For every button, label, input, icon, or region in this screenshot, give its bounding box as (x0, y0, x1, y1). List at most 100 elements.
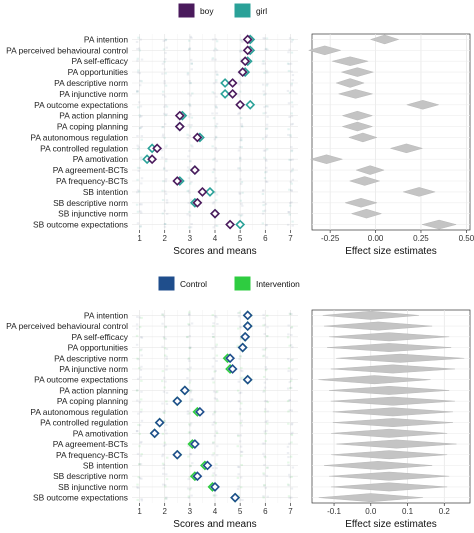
raw-score-point (264, 158, 268, 161)
raw-score-point (215, 316, 218, 319)
raw-score-point (136, 452, 140, 455)
raw-score-point (287, 461, 290, 464)
raw-score-point (262, 473, 266, 476)
raw-score-point (286, 336, 290, 339)
raw-score-point (140, 177, 144, 180)
raw-score-point (138, 477, 142, 480)
raw-score-point (189, 160, 192, 163)
category-label: PA amotivation (73, 154, 129, 164)
raw-score-point (139, 210, 142, 213)
raw-score-point (137, 47, 141, 50)
raw-score-point (215, 70, 218, 73)
raw-score-point (288, 381, 292, 384)
raw-score-point (190, 223, 193, 226)
raw-score-point (262, 324, 265, 327)
x-tick-label: 2 (162, 234, 167, 243)
raw-score-point (164, 354, 167, 357)
raw-score-point (214, 47, 217, 50)
raw-score-point (191, 145, 194, 148)
raw-score-point (212, 322, 215, 325)
raw-score-point (164, 497, 167, 500)
raw-score-point (140, 365, 143, 368)
raw-score-point (213, 397, 217, 400)
raw-score-point (188, 430, 192, 433)
legend-label-boy: boy (200, 6, 214, 16)
raw-score-point (164, 39, 167, 42)
raw-score-point (165, 212, 169, 215)
raw-score-point (239, 434, 243, 437)
raw-score-point (212, 441, 215, 444)
raw-score-point (215, 432, 219, 435)
score-panel-0 (132, 34, 298, 233)
raw-score-point (189, 391, 192, 394)
raw-score-point (140, 440, 143, 443)
raw-score-point (240, 337, 243, 340)
raw-score-point (136, 148, 140, 151)
raw-score-point (190, 398, 193, 401)
effect-estimate-shape (341, 110, 374, 121)
mean-marker-boy (227, 78, 238, 88)
mean-marker-control (202, 460, 213, 471)
category-label: PA self-efficacy (72, 56, 129, 66)
raw-score-point (288, 399, 291, 402)
raw-score-point (165, 368, 168, 371)
x-tick-label: 1 (137, 234, 142, 243)
category-label: PA injunctive norm (59, 364, 128, 374)
raw-score-point (263, 455, 266, 458)
raw-score-point (290, 434, 294, 437)
raw-score-point (236, 434, 240, 437)
raw-score-point (140, 379, 143, 382)
raw-score-point (211, 332, 215, 335)
raw-score-point (164, 429, 167, 432)
raw-score-point (140, 211, 143, 214)
effect-estimate-shape (340, 67, 375, 77)
raw-score-point (291, 74, 295, 77)
x-tick-label: 0.2 (439, 507, 451, 516)
raw-score-point (138, 190, 141, 193)
raw-score-point (216, 323, 219, 326)
raw-score-point (265, 148, 269, 151)
raw-score-point (265, 400, 269, 403)
mean-marker-boy (197, 186, 208, 197)
raw-score-point (140, 336, 144, 339)
raw-score-point (135, 40, 139, 43)
raw-score-point (164, 326, 168, 329)
raw-score-point (288, 188, 291, 191)
raw-score-point (263, 484, 266, 487)
category-label: PA action planning (59, 385, 128, 395)
raw-score-point (140, 203, 143, 206)
raw-score-point (288, 399, 291, 402)
raw-score-point (215, 106, 218, 109)
raw-score-point (188, 48, 191, 51)
x-tick-label: 0.25 (413, 234, 429, 243)
raw-score-point (161, 313, 164, 316)
raw-score-point (163, 123, 167, 126)
raw-score-point (265, 127, 269, 130)
category-label: SB outcome expectations (33, 220, 128, 230)
x-axis-title: Effect size estimates (345, 246, 437, 257)
raw-score-point (238, 192, 242, 195)
raw-score-point (214, 369, 218, 372)
raw-score-point (165, 478, 169, 481)
raw-score-point (263, 430, 266, 433)
raw-score-point (190, 181, 193, 184)
raw-score-point (290, 496, 293, 499)
raw-score-point (189, 35, 193, 38)
raw-score-point (261, 189, 265, 192)
category-label: SB intention (83, 187, 129, 197)
raw-score-point (135, 430, 139, 433)
raw-score-point (214, 124, 218, 127)
raw-score-point (265, 170, 268, 173)
raw-score-point (135, 334, 139, 337)
raw-score-point (214, 58, 217, 61)
raw-score-point (266, 115, 269, 118)
raw-score-point (264, 347, 268, 350)
raw-score-point (236, 344, 239, 347)
raw-score-point (186, 73, 190, 76)
x-tick-label: 3 (188, 507, 193, 516)
raw-score-point (191, 92, 194, 95)
raw-score-point (139, 79, 142, 82)
raw-score-point (165, 496, 168, 499)
raw-score-point (139, 157, 142, 160)
raw-score-point (187, 496, 191, 499)
